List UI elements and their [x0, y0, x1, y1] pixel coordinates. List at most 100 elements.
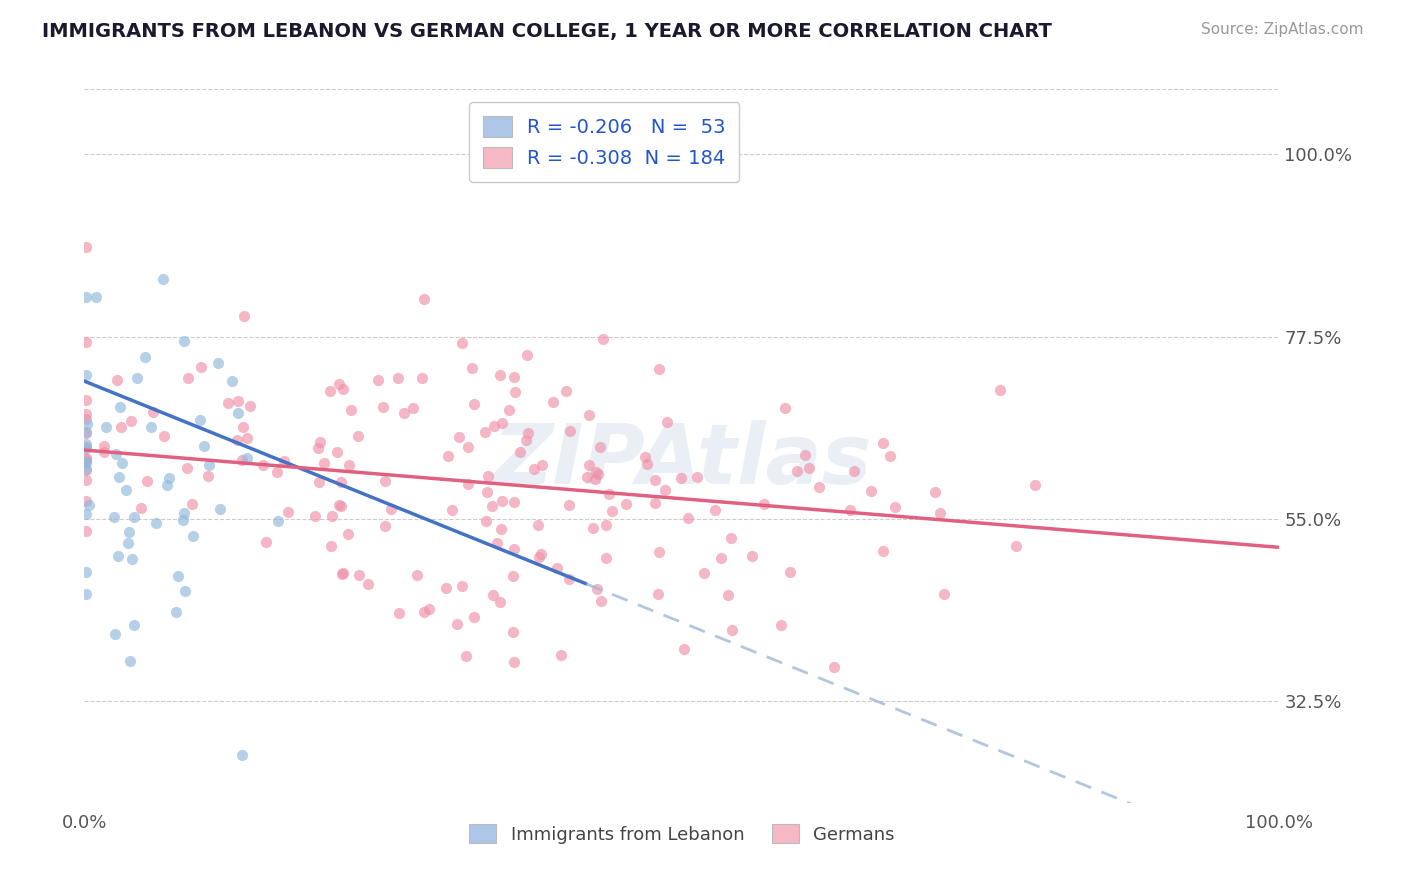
Point — [523, 462, 546, 476]
Point — [75, 455, 97, 469]
Point — [120, 414, 142, 428]
Point — [75, 440, 97, 454]
Point — [110, 420, 132, 434]
Point — [332, 566, 354, 581]
Point — [134, 350, 156, 364]
Point — [463, 610, 485, 624]
Point — [583, 472, 606, 486]
Point — [330, 499, 353, 513]
Point — [647, 587, 669, 601]
Point — [503, 495, 526, 509]
Point — [103, 510, 125, 524]
Point — [578, 458, 600, 472]
Point — [1004, 539, 1026, 553]
Point — [337, 458, 360, 472]
Point — [489, 368, 512, 382]
Point — [321, 509, 343, 524]
Point — [336, 527, 359, 541]
Point — [373, 401, 395, 415]
Point — [75, 442, 97, 456]
Point — [94, 420, 117, 434]
Point — [75, 462, 97, 476]
Point — [578, 409, 600, 423]
Point — [392, 406, 415, 420]
Point — [75, 494, 97, 508]
Point — [502, 655, 524, 669]
Point — [117, 536, 139, 550]
Point — [558, 572, 581, 586]
Point — [277, 505, 299, 519]
Point — [228, 407, 250, 421]
Point — [75, 437, 97, 451]
Point — [193, 439, 215, 453]
Point — [446, 617, 468, 632]
Point — [198, 458, 221, 473]
Point — [93, 439, 115, 453]
Point — [491, 416, 513, 430]
Point — [145, 516, 167, 531]
Point — [136, 475, 159, 489]
Point — [326, 444, 349, 458]
Point — [75, 507, 97, 521]
Point — [373, 474, 395, 488]
Point — [527, 549, 550, 564]
Point — [582, 521, 605, 535]
Point — [489, 595, 512, 609]
Point — [461, 360, 484, 375]
Point — [550, 648, 572, 663]
Point — [329, 475, 352, 489]
Point — [644, 496, 666, 510]
Point — [474, 514, 496, 528]
Point — [93, 444, 115, 458]
Point — [367, 373, 389, 387]
Point — [808, 480, 831, 494]
Point — [254, 535, 277, 549]
Point — [108, 470, 131, 484]
Point — [226, 433, 249, 447]
Point — [181, 529, 204, 543]
Point — [884, 500, 907, 514]
Point — [636, 457, 658, 471]
Point — [75, 474, 97, 488]
Point — [77, 498, 100, 512]
Point — [388, 606, 411, 620]
Point — [413, 292, 436, 306]
Point — [839, 503, 862, 517]
Point — [328, 376, 350, 391]
Point — [872, 436, 894, 450]
Point — [720, 531, 742, 545]
Point — [823, 660, 845, 674]
Point — [693, 566, 716, 581]
Point — [794, 448, 817, 462]
Point — [634, 450, 657, 465]
Point — [598, 487, 620, 501]
Point — [75, 566, 97, 580]
Point — [669, 471, 692, 485]
Point — [173, 334, 195, 348]
Point — [413, 605, 436, 619]
Point — [503, 541, 526, 556]
Point — [115, 483, 138, 497]
Point — [741, 549, 763, 564]
Point — [402, 401, 425, 416]
Point — [129, 501, 152, 516]
Point — [105, 373, 128, 387]
Point — [517, 425, 540, 440]
Point — [437, 450, 460, 464]
Point — [454, 648, 477, 663]
Point — [139, 420, 162, 434]
Text: ZIPAtlas: ZIPAtlas — [492, 420, 872, 500]
Point — [173, 506, 195, 520]
Point — [197, 469, 219, 483]
Point — [380, 502, 402, 516]
Point — [75, 407, 97, 421]
Point — [332, 383, 354, 397]
Point — [502, 369, 524, 384]
Point — [928, 506, 950, 520]
Point — [585, 582, 607, 596]
Point — [576, 470, 599, 484]
Point — [312, 457, 335, 471]
Point — [405, 568, 427, 582]
Point — [239, 399, 262, 413]
Point — [156, 478, 179, 492]
